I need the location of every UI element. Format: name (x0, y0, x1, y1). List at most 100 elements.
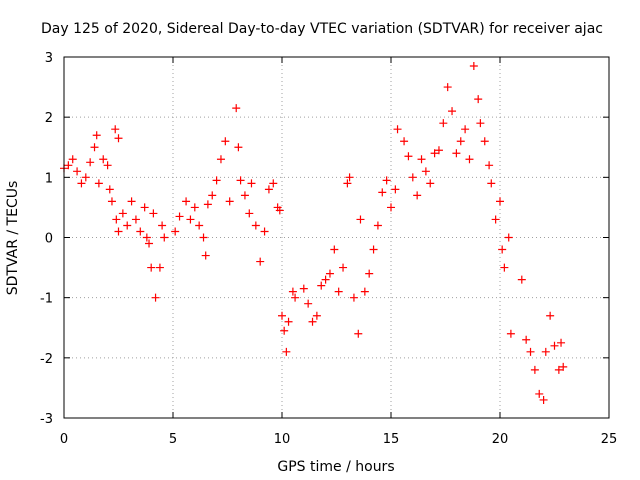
data-point (68, 155, 77, 164)
data-point (278, 311, 286, 320)
data-point (99, 155, 108, 164)
data-point (382, 176, 391, 185)
data-point (550, 341, 559, 350)
data-point (498, 245, 507, 254)
data-point (434, 146, 443, 155)
data-point (247, 179, 256, 188)
data-point (308, 317, 317, 326)
data-point (123, 221, 132, 230)
data-point (107, 197, 116, 206)
x-tick-label: 20 (492, 432, 509, 447)
y-tick-label: 0 (45, 232, 53, 247)
x-axis-title: GPS time / hours (277, 459, 394, 475)
data-point (90, 143, 99, 152)
data-point (546, 311, 555, 320)
data-point (190, 203, 199, 212)
data-point (485, 161, 494, 170)
data-point (541, 347, 550, 356)
y-tick-label: -3 (40, 412, 53, 427)
data-point (182, 197, 191, 206)
data-point (469, 62, 478, 71)
data-point (131, 215, 140, 224)
data-point (264, 185, 273, 194)
data-point (487, 179, 496, 188)
data-point (400, 137, 409, 146)
data-point (256, 257, 265, 266)
data-point (199, 233, 208, 242)
data-point (522, 335, 531, 344)
data-points (60, 62, 568, 404)
data-point (203, 200, 212, 209)
data-point (216, 155, 225, 164)
data-point (186, 215, 195, 224)
data-point (118, 209, 127, 218)
data-point (284, 317, 293, 326)
data-point (557, 338, 566, 347)
data-point (288, 287, 297, 296)
data-point (387, 203, 395, 212)
data-point (145, 239, 154, 248)
data-point (539, 395, 548, 404)
data-point (299, 284, 308, 293)
y-tick-label: 2 (45, 111, 53, 126)
data-point (465, 155, 474, 164)
data-point (330, 245, 339, 254)
data-point (260, 227, 269, 236)
data-point (304, 299, 313, 308)
data-point (158, 221, 167, 230)
data-point (421, 167, 430, 176)
data-point (491, 215, 500, 224)
data-point (360, 287, 369, 296)
data-point (417, 155, 426, 164)
data-point (345, 173, 354, 182)
data-point (334, 287, 343, 296)
data-point (443, 83, 452, 92)
data-point (73, 167, 82, 176)
y-tick-label: 3 (45, 51, 53, 66)
data-point (149, 209, 158, 218)
data-point (195, 221, 204, 230)
data-point (496, 197, 504, 206)
data-point (526, 347, 535, 356)
data-point (339, 263, 348, 272)
data-point (94, 179, 103, 188)
data-point (365, 269, 374, 278)
data-point (430, 149, 439, 158)
data-point (127, 197, 136, 206)
data-point (234, 143, 243, 152)
data-point (282, 347, 291, 356)
data-point (225, 197, 234, 206)
y-tick-label: 1 (45, 171, 53, 186)
data-point (136, 227, 145, 236)
data-point (160, 233, 169, 242)
data-point (500, 263, 509, 272)
data-point (325, 269, 334, 278)
data-point (378, 188, 387, 197)
data-point (208, 191, 217, 200)
data-point (151, 293, 160, 302)
data-point (456, 137, 465, 146)
data-point (356, 215, 365, 224)
data-point (530, 365, 539, 374)
data-point (354, 329, 363, 338)
data-point (426, 179, 435, 188)
data-point (147, 263, 156, 272)
data-point (221, 137, 230, 146)
data-point (535, 389, 544, 398)
data-point (81, 173, 90, 182)
data-point (155, 263, 164, 272)
x-tick-label: 25 (601, 432, 618, 447)
data-point (343, 179, 352, 188)
data-point (77, 179, 86, 188)
data-point (474, 95, 483, 104)
y-tick-label: -1 (40, 292, 53, 307)
x-tick-label: 5 (169, 432, 177, 447)
data-point (201, 251, 210, 260)
axis-ticks: 0 5 10 15 20 25 -3 -2 -1 0 1 2 3 (40, 51, 617, 447)
data-point (142, 233, 151, 242)
data-point (86, 158, 95, 167)
data-point (175, 212, 184, 221)
data-point (236, 176, 245, 185)
data-point (321, 275, 330, 284)
